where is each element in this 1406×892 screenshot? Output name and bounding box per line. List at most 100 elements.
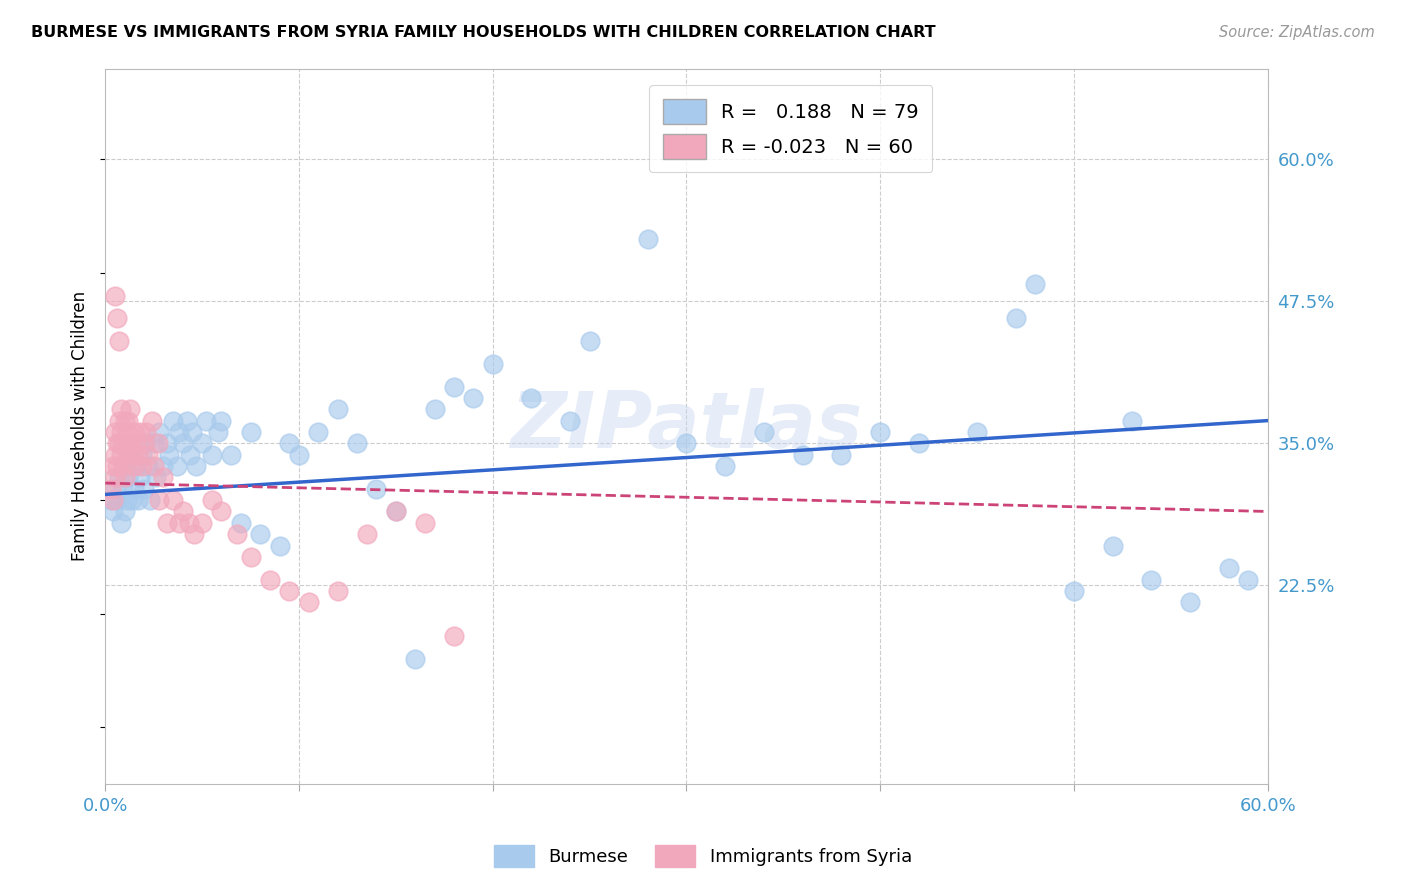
Point [156,436,179,450]
Point [139,493,162,508]
Point [107,470,129,484]
Point [114,414,136,428]
Point [110,516,132,530]
Point [578,334,600,348]
Point [121,493,143,508]
Point [135,436,157,450]
Point [179,448,201,462]
Point [101,493,124,508]
Point [105,493,128,508]
Point [356,527,378,541]
Point [110,402,132,417]
Point [1063,584,1085,599]
Point [129,470,152,484]
Point [120,402,142,417]
Text: BURMESE VS IMMIGRANTS FROM SYRIA FAMILY HOUSEHOLDS WITH CHILDREN CORRELATION CHA: BURMESE VS IMMIGRANTS FROM SYRIA FAMILY … [31,25,935,40]
Point [104,288,127,302]
Point [560,414,582,428]
Point [152,470,174,484]
Point [191,436,214,450]
Point [127,448,149,462]
Point [423,402,446,417]
Point [114,458,136,473]
Point [278,584,301,599]
Point [908,436,931,450]
Point [104,470,127,484]
Point [1004,311,1026,326]
Point [132,436,155,450]
Point [404,652,426,666]
Point [869,425,891,439]
Point [104,482,127,496]
Point [117,414,139,428]
Point [1237,573,1260,587]
Point [211,504,233,518]
Point [104,448,127,462]
Point [100,482,122,496]
Point [288,448,311,462]
Point [110,425,132,439]
Point [239,425,262,439]
Point [105,311,128,326]
Point [307,425,329,439]
Point [152,458,174,473]
Point [129,425,152,439]
Point [183,527,205,541]
Point [229,516,252,530]
Point [136,448,159,462]
Point [148,425,170,439]
Point [191,516,214,530]
Point [148,493,170,508]
Point [637,232,659,246]
Point [186,458,208,473]
Point [201,448,224,462]
Point [259,573,281,587]
Point [157,448,180,462]
Point [121,448,143,462]
Point [966,425,988,439]
Point [520,391,543,405]
Point [326,402,349,417]
Point [125,458,148,473]
Point [278,436,301,450]
Point [1178,595,1201,609]
Point [181,425,204,439]
Point [1024,277,1046,292]
Point [111,482,134,496]
Point [127,493,149,508]
Y-axis label: Family Households with Children: Family Households with Children [72,291,89,561]
Point [675,436,697,450]
Point [385,504,408,518]
Point [107,334,129,348]
Point [1101,539,1123,553]
Point [443,379,465,393]
Point [142,458,165,473]
Point [298,595,321,609]
Point [167,425,190,439]
Point [172,504,194,518]
Point [172,436,194,450]
Point [100,493,122,508]
Point [211,414,233,428]
Legend: R =   0.188   N = 79, R = -0.023   N = 60: R = 0.188 N = 79, R = -0.023 N = 60 [650,86,932,172]
Point [131,458,153,473]
Point [120,436,142,450]
Point [207,425,229,439]
Point [132,482,155,496]
Point [117,436,139,450]
Point [1140,573,1163,587]
Point [142,436,165,450]
Point [166,458,188,473]
Point [162,414,184,428]
Point [167,516,190,530]
Point [115,425,138,439]
Point [114,504,136,518]
Point [1218,561,1240,575]
Point [105,436,128,450]
Point [111,458,134,473]
Point [463,391,485,405]
Point [124,458,146,473]
Point [101,458,124,473]
Point [830,448,852,462]
Point [326,584,349,599]
